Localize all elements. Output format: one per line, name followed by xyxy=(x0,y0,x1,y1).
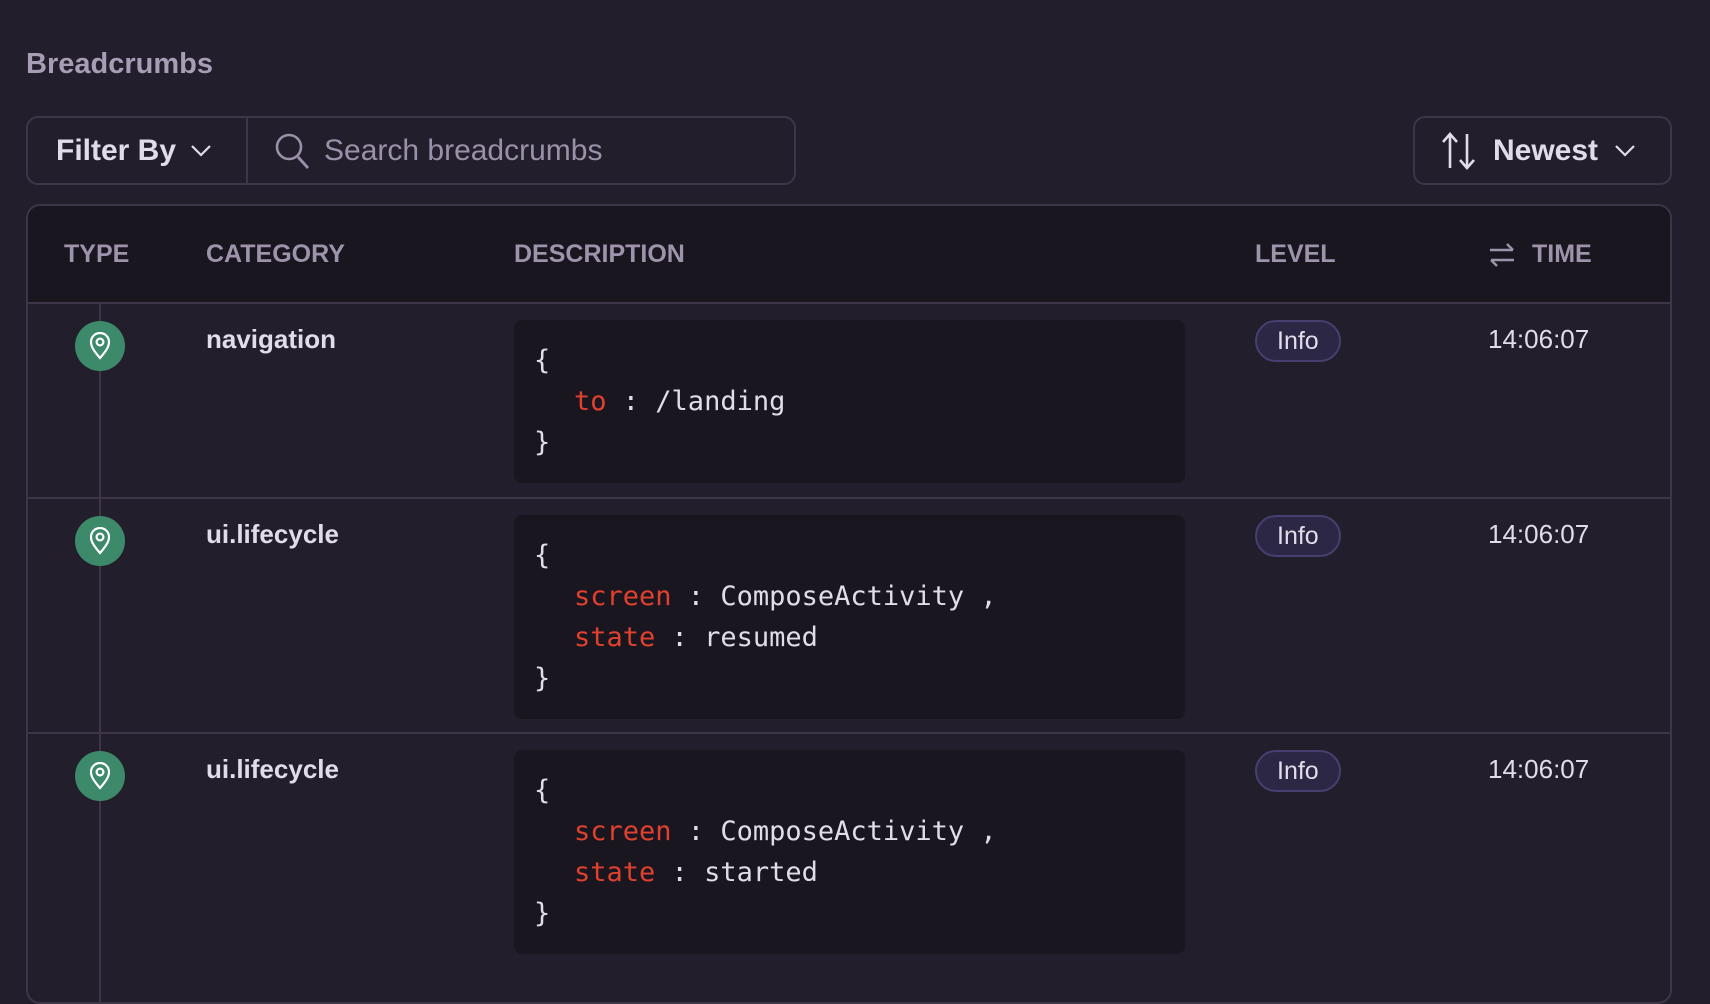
field-value: /landing xyxy=(655,386,786,417)
table-row: navigation { to : /landing } Info 14:06:… xyxy=(28,304,1670,499)
field-key: to xyxy=(574,386,607,417)
sort-label: Newest xyxy=(1493,133,1599,167)
description-code: { screen : ComposeActivity , state : sta… xyxy=(514,750,1185,954)
level-badge: Info xyxy=(1255,515,1341,557)
timestamp: 14:06:07 xyxy=(1488,754,1590,784)
timeline-line xyxy=(99,734,101,1002)
chevron-down-icon xyxy=(191,144,211,157)
level-badge: Info xyxy=(1255,320,1341,362)
description-code: { to : /landing } xyxy=(514,320,1185,483)
field-key: state xyxy=(574,857,656,888)
category: ui.lifecycle xyxy=(206,754,339,784)
timeline-line xyxy=(99,304,101,497)
filter-bar: Filter By xyxy=(26,116,796,185)
chevron-down-icon xyxy=(1615,144,1635,157)
location-pin-icon xyxy=(75,751,125,801)
field-key: screen xyxy=(574,581,672,612)
column-time[interactable]: TIME xyxy=(1532,240,1592,268)
timestamp: 14:06:07 xyxy=(1488,519,1590,549)
search-area xyxy=(248,118,794,183)
field-key: screen xyxy=(574,816,672,847)
category: ui.lifecycle xyxy=(206,519,339,549)
search-input[interactable] xyxy=(324,133,764,168)
description-code: { screen : ComposeActivity , state : res… xyxy=(514,515,1185,719)
table-row: ui.lifecycle { screen : ComposeActivity … xyxy=(28,499,1670,734)
table-row: ui.lifecycle { screen : ComposeActivity … xyxy=(28,734,1670,1002)
location-pin-icon xyxy=(75,516,125,566)
table-header: TYPE CATEGORY DESCRIPTION LEVEL TIME xyxy=(28,206,1670,304)
column-type: TYPE xyxy=(64,240,130,268)
timeline-line xyxy=(99,499,101,732)
location-pin-icon xyxy=(75,321,125,371)
field-key: state xyxy=(574,622,656,653)
field-value: ComposeActivity xyxy=(720,581,965,612)
column-category: CATEGORY xyxy=(206,240,345,268)
level-badge: Info xyxy=(1255,750,1341,792)
sort-arrows-icon xyxy=(1442,131,1475,170)
column-level: LEVEL xyxy=(1255,240,1336,268)
column-description: DESCRIPTION xyxy=(514,240,685,268)
field-value: resumed xyxy=(704,622,818,653)
section-title: Breadcrumbs xyxy=(26,48,213,80)
filter-by-label: Filter By xyxy=(56,133,177,167)
timestamp: 14:06:07 xyxy=(1488,324,1590,354)
sort-dropdown[interactable]: Newest xyxy=(1413,116,1672,185)
category: navigation xyxy=(206,324,337,354)
field-value: ComposeActivity xyxy=(720,816,965,847)
swap-icon[interactable] xyxy=(1488,242,1516,268)
field-value: started xyxy=(704,857,818,888)
breadcrumbs-table: TYPE CATEGORY DESCRIPTION LEVEL TIME nav… xyxy=(26,204,1672,1004)
search-icon xyxy=(275,133,310,169)
filter-by-dropdown[interactable]: Filter By xyxy=(28,118,248,183)
